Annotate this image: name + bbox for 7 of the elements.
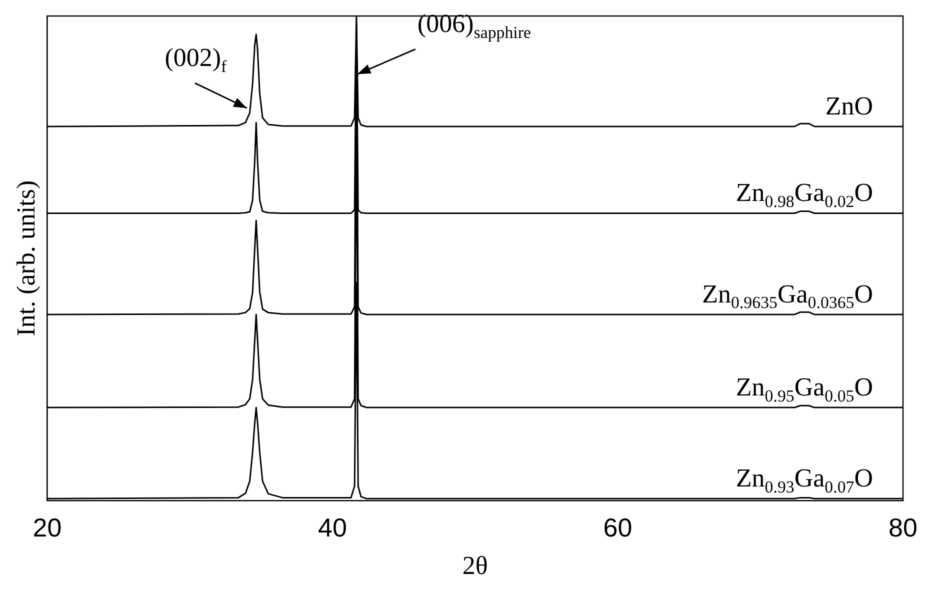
x-tick-label: 40 — [318, 512, 347, 542]
x-tick-label: 60 — [603, 512, 632, 542]
x-axis-title: 2θ — [462, 551, 488, 580]
series-label: ZnO — [825, 91, 874, 120]
x-tick-label: 20 — [32, 512, 62, 542]
y-axis-title: Int. (arb. units) — [11, 180, 40, 336]
x-tick-label: 80 — [888, 512, 918, 542]
